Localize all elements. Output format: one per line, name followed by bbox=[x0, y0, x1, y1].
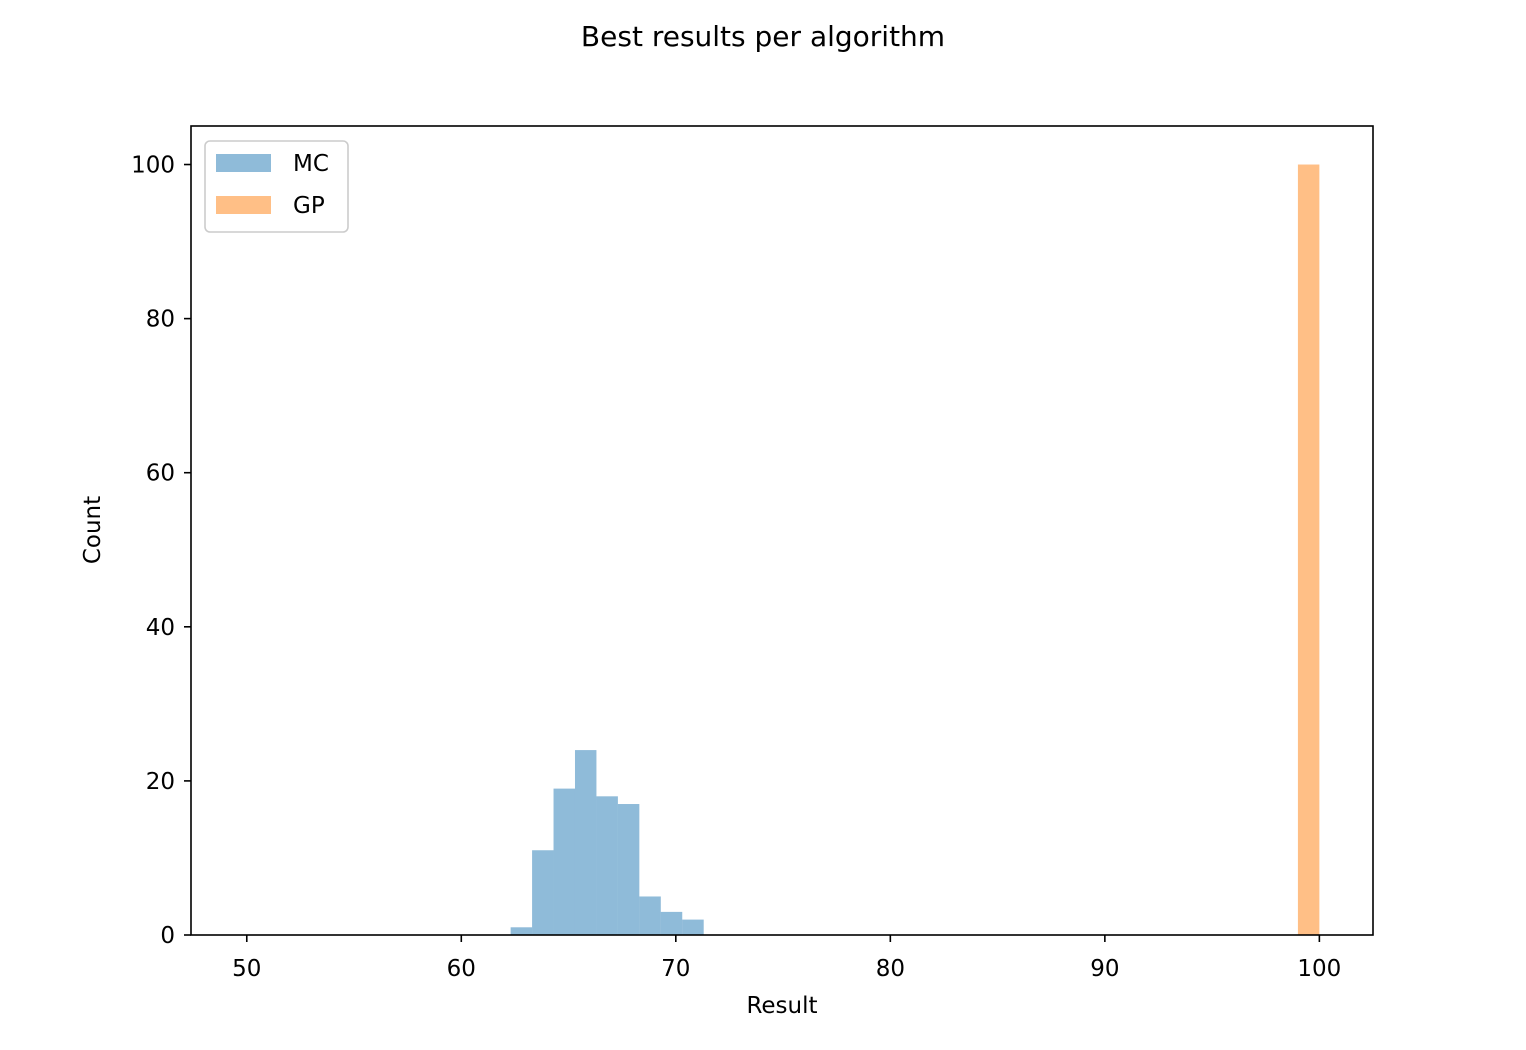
x-tick-label: 100 bbox=[1297, 956, 1341, 982]
bar-mc-7 bbox=[660, 911, 683, 935]
x-axis-ticks: 50 60 70 80 90 100 bbox=[232, 935, 1341, 982]
y-tick-label: 0 bbox=[160, 923, 175, 949]
x-tick-label: 80 bbox=[876, 956, 905, 982]
y-tick-label: 60 bbox=[146, 461, 175, 487]
y-tick-label: 20 bbox=[146, 769, 175, 795]
legend-label-gp: GP bbox=[293, 193, 325, 219]
y-tick-label: 80 bbox=[146, 307, 175, 333]
bar-mc-3 bbox=[574, 750, 597, 935]
bar-mc-5 bbox=[617, 804, 640, 935]
bar-mc-6 bbox=[639, 896, 661, 935]
bar-mc-2 bbox=[553, 788, 575, 935]
x-tick-label: 70 bbox=[661, 956, 690, 982]
bar-mc-8 bbox=[682, 919, 704, 935]
bar-gp-0 bbox=[1297, 164, 1320, 935]
legend-label-mc: MC bbox=[293, 151, 329, 177]
plot-area-frame bbox=[190, 125, 1374, 936]
legend-swatch-gp bbox=[216, 196, 271, 214]
y-tick-label: 100 bbox=[131, 153, 175, 179]
x-tick-label: 50 bbox=[232, 956, 261, 982]
legend-swatch-mc bbox=[216, 154, 271, 172]
x-axis-label: Result bbox=[746, 993, 817, 1019]
y-axis-ticks: 0 20 40 60 80 100 bbox=[131, 153, 191, 949]
x-tick-label: 60 bbox=[447, 956, 476, 982]
bar-mc-1 bbox=[532, 850, 554, 935]
y-axis-label: Count bbox=[80, 496, 106, 564]
bar-mc-0 bbox=[510, 927, 533, 935]
bar-mc-4 bbox=[596, 796, 618, 935]
histogram-bars bbox=[510, 164, 1320, 935]
chart-title: Best results per algorithm bbox=[581, 20, 945, 53]
x-tick-label: 90 bbox=[1090, 956, 1119, 982]
y-tick-label: 40 bbox=[146, 615, 175, 641]
legend: MC GP bbox=[204, 140, 349, 233]
